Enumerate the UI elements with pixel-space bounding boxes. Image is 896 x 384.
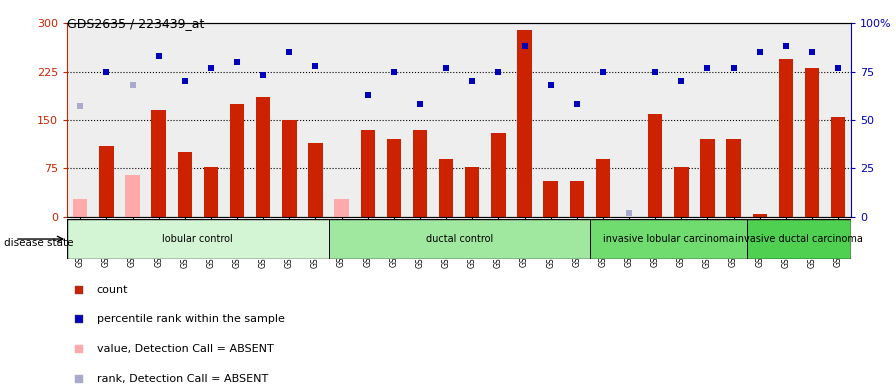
Bar bbox=[355, 23, 381, 217]
Bar bbox=[334, 199, 349, 217]
Bar bbox=[172, 23, 198, 217]
Bar bbox=[256, 98, 271, 217]
Bar bbox=[831, 117, 845, 217]
Text: invasive ductal carcinoma: invasive ductal carcinoma bbox=[735, 234, 863, 244]
Text: rank, Detection Call = ABSENT: rank, Detection Call = ABSENT bbox=[97, 374, 268, 384]
Bar bbox=[203, 167, 218, 217]
Bar bbox=[517, 30, 531, 217]
Bar bbox=[720, 23, 746, 217]
Bar bbox=[387, 139, 401, 217]
Bar bbox=[668, 23, 694, 217]
Bar bbox=[674, 167, 688, 217]
Bar bbox=[177, 152, 192, 217]
Text: invasive lobular carcinoma: invasive lobular carcinoma bbox=[603, 234, 734, 244]
Bar bbox=[433, 23, 459, 217]
Bar bbox=[67, 219, 329, 259]
Bar bbox=[459, 23, 486, 217]
Bar bbox=[73, 199, 88, 217]
Bar bbox=[302, 23, 329, 217]
Bar bbox=[329, 23, 355, 217]
Text: ductal control: ductal control bbox=[426, 234, 493, 244]
Bar bbox=[465, 167, 479, 217]
Bar bbox=[491, 133, 505, 217]
Bar bbox=[772, 23, 799, 217]
Text: lobular control: lobular control bbox=[162, 234, 233, 244]
Bar bbox=[746, 23, 772, 217]
Bar bbox=[145, 23, 172, 217]
Bar bbox=[93, 23, 119, 217]
Bar bbox=[701, 139, 715, 217]
Text: count: count bbox=[97, 285, 128, 295]
Bar bbox=[805, 68, 819, 217]
Bar bbox=[439, 159, 453, 217]
Bar bbox=[590, 219, 746, 259]
Bar bbox=[282, 120, 297, 217]
Bar bbox=[413, 130, 427, 217]
Bar bbox=[753, 214, 767, 217]
Bar bbox=[799, 23, 825, 217]
Text: percentile rank within the sample: percentile rank within the sample bbox=[97, 314, 284, 324]
Bar bbox=[590, 23, 616, 217]
Bar bbox=[329, 219, 590, 259]
Text: disease state: disease state bbox=[4, 238, 74, 248]
Bar bbox=[230, 104, 245, 217]
Bar bbox=[825, 23, 851, 217]
Bar bbox=[616, 23, 642, 217]
Bar bbox=[538, 23, 564, 217]
Bar bbox=[596, 159, 610, 217]
Text: value, Detection Call = ABSENT: value, Detection Call = ABSENT bbox=[97, 344, 273, 354]
Bar bbox=[486, 23, 512, 217]
Bar bbox=[224, 23, 250, 217]
Bar bbox=[308, 142, 323, 217]
Bar bbox=[381, 23, 407, 217]
Bar bbox=[642, 23, 668, 217]
Bar bbox=[407, 23, 433, 217]
Bar bbox=[512, 23, 538, 217]
Bar bbox=[250, 23, 276, 217]
Bar bbox=[360, 130, 375, 217]
Bar bbox=[276, 23, 302, 217]
Bar bbox=[99, 146, 114, 217]
Bar bbox=[119, 23, 145, 217]
Bar bbox=[564, 23, 590, 217]
Bar bbox=[570, 181, 584, 217]
Bar bbox=[544, 181, 558, 217]
Bar bbox=[694, 23, 720, 217]
Bar bbox=[746, 219, 851, 259]
Bar bbox=[727, 139, 741, 217]
Bar bbox=[151, 110, 166, 217]
Bar bbox=[198, 23, 224, 217]
Bar bbox=[125, 175, 140, 217]
Text: GDS2635 / 223439_at: GDS2635 / 223439_at bbox=[67, 17, 204, 30]
Bar bbox=[779, 59, 793, 217]
Bar bbox=[648, 114, 662, 217]
Bar bbox=[67, 23, 93, 217]
